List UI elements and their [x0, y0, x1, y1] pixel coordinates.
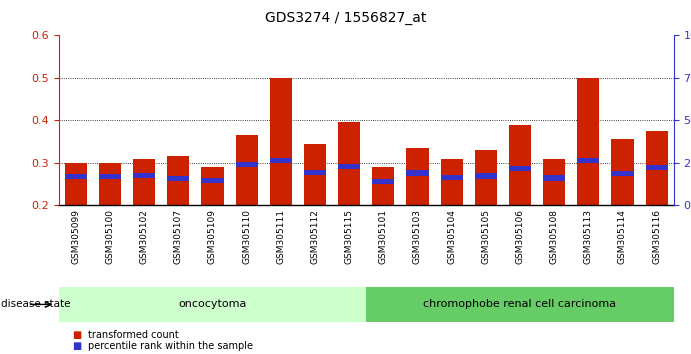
Text: GSM305099: GSM305099: [71, 209, 80, 264]
Bar: [475, 150, 497, 205]
Text: ■: ■: [73, 330, 82, 339]
Bar: [543, 175, 565, 181]
Text: disease state: disease state: [1, 299, 71, 309]
Bar: [269, 158, 292, 163]
Text: GSM305107: GSM305107: [174, 209, 183, 264]
Text: GSM305115: GSM305115: [345, 209, 354, 264]
Bar: [304, 170, 326, 175]
Text: transformed count: transformed count: [88, 330, 178, 339]
Bar: [441, 175, 463, 180]
Text: GDS3274 / 1556827_at: GDS3274 / 1556827_at: [265, 11, 426, 25]
Bar: [612, 171, 634, 176]
Text: GSM305113: GSM305113: [584, 209, 593, 264]
Text: GSM305101: GSM305101: [379, 209, 388, 264]
Bar: [201, 167, 224, 205]
Text: GSM305100: GSM305100: [106, 209, 115, 264]
Text: oncocytoma: oncocytoma: [178, 299, 247, 309]
Bar: [543, 159, 565, 205]
Bar: [99, 163, 121, 205]
Text: GSM305112: GSM305112: [310, 209, 319, 264]
Bar: [406, 148, 428, 205]
Text: GSM305111: GSM305111: [276, 209, 285, 264]
Text: GSM305103: GSM305103: [413, 209, 422, 264]
Bar: [509, 125, 531, 205]
Bar: [577, 158, 599, 163]
Text: GSM305104: GSM305104: [447, 209, 456, 264]
Bar: [366, 287, 674, 322]
Text: ■: ■: [73, 341, 82, 351]
Bar: [269, 78, 292, 205]
Text: percentile rank within the sample: percentile rank within the sample: [88, 341, 253, 351]
Bar: [59, 287, 366, 322]
Bar: [236, 162, 258, 167]
Bar: [167, 176, 189, 181]
Text: GSM305108: GSM305108: [549, 209, 558, 264]
Bar: [65, 163, 87, 205]
Text: GSM305106: GSM305106: [515, 209, 524, 264]
Text: GSM305110: GSM305110: [242, 209, 251, 264]
Bar: [372, 167, 395, 205]
Bar: [338, 164, 360, 169]
Text: GSM305109: GSM305109: [208, 209, 217, 264]
Bar: [475, 173, 497, 178]
Bar: [133, 173, 155, 178]
Bar: [577, 78, 599, 205]
Bar: [338, 122, 360, 205]
Bar: [509, 166, 531, 171]
Text: GSM305102: GSM305102: [140, 209, 149, 264]
Bar: [236, 135, 258, 205]
Bar: [65, 174, 87, 179]
Bar: [99, 174, 121, 179]
Text: GSM305114: GSM305114: [618, 209, 627, 264]
Bar: [612, 139, 634, 205]
Bar: [406, 171, 428, 176]
Bar: [645, 165, 668, 170]
Bar: [167, 156, 189, 205]
Bar: [645, 131, 668, 205]
Text: GSM305105: GSM305105: [482, 209, 491, 264]
Bar: [201, 178, 224, 183]
Bar: [133, 159, 155, 205]
Text: GSM305116: GSM305116: [652, 209, 661, 264]
Bar: [372, 179, 395, 184]
Text: chromophobe renal cell carcinoma: chromophobe renal cell carcinoma: [424, 299, 616, 309]
Bar: [441, 159, 463, 205]
Bar: [304, 144, 326, 205]
